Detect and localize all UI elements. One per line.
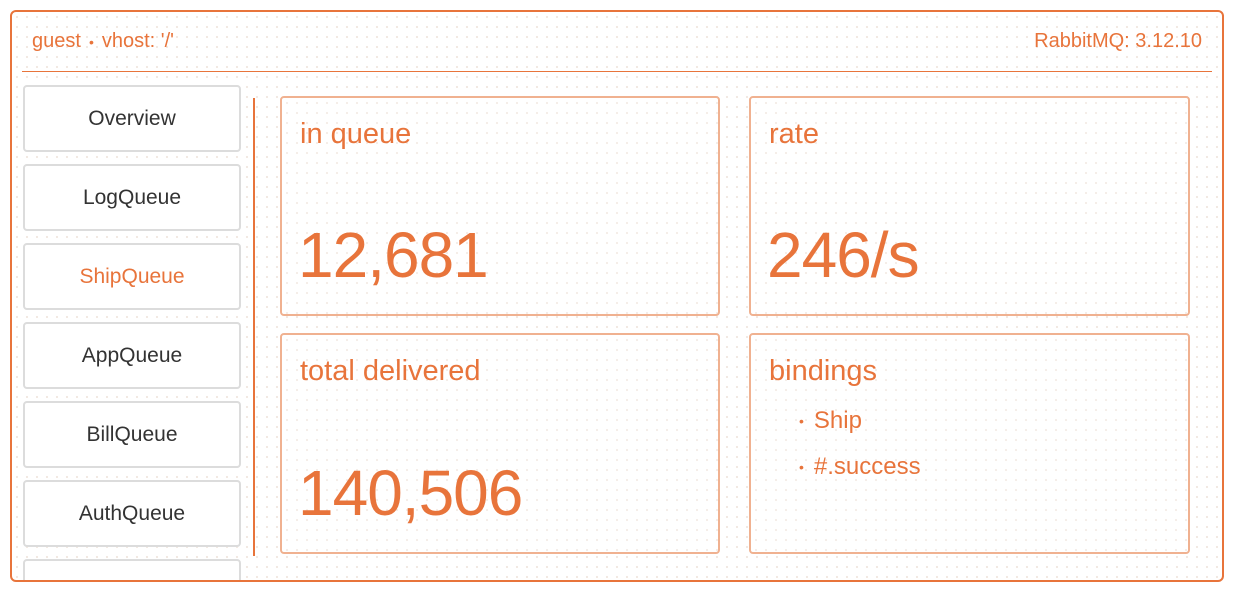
card-title: rate xyxy=(769,118,819,150)
sidebar-item-label: Overview xyxy=(88,106,176,130)
sidebar-item-label: BillQueue xyxy=(86,422,178,446)
sidebar-item-shipqueue[interactable]: ShipQueue xyxy=(23,243,241,310)
top-bar: guest • vhost: '/' RabbitMQ: 3.12.10 xyxy=(22,12,1212,72)
in-queue-value: 12,681 xyxy=(298,219,489,291)
separator-dot: • xyxy=(88,33,94,50)
sidebar-item-label: MailQueue xyxy=(81,581,183,583)
version-label: RabbitMQ: 3.12.10 xyxy=(1034,30,1202,52)
sidebar-item-label: AppQueue xyxy=(81,343,183,367)
card-bindings: bindings • Ship • #.success xyxy=(749,333,1190,554)
binding-key: Ship xyxy=(813,407,862,434)
vhost-label: vhost: '/' xyxy=(101,30,174,52)
sidebar-divider xyxy=(253,98,255,556)
sidebar-item-authqueue[interactable]: AuthQueue xyxy=(23,480,241,547)
sidebar-item-label: LogQueue xyxy=(82,185,182,209)
sidebar-item-appqueue[interactable]: AppQueue xyxy=(23,322,241,389)
app-frame: guest • vhost: '/' RabbitMQ: 3.12.10 Ove… xyxy=(10,10,1224,582)
rate-value: 246/s xyxy=(767,219,920,291)
sidebar-item-overview[interactable]: Overview xyxy=(23,85,241,152)
card-in-queue: in queue 12,681 xyxy=(280,96,720,316)
card-title: total delivered xyxy=(300,355,481,387)
list-item: • #.success xyxy=(799,453,921,481)
sidebar-item-billqueue[interactable]: BillQueue xyxy=(23,401,241,468)
total-delivered-value: 140,506 xyxy=(298,457,523,529)
user-name: guest xyxy=(32,30,81,52)
card-rate: rate 246/s xyxy=(749,96,1190,316)
list-item: • Ship xyxy=(799,407,921,435)
binding-key: #.success xyxy=(813,453,921,480)
queue-sidebar[interactable]: Overview LogQueue ShipQueue AppQueue Bil… xyxy=(23,85,241,583)
card-title: bindings xyxy=(769,355,878,387)
sidebar-item-label: AuthQueue xyxy=(78,501,186,525)
card-total-delivered: total delivered 140,506 xyxy=(280,333,720,554)
sidebar-item-logqueue[interactable]: LogQueue xyxy=(23,164,241,231)
bindings-list: • Ship • #.success xyxy=(799,407,921,499)
bullet-icon: • xyxy=(799,413,804,429)
sidebar-item-label: ShipQueue xyxy=(79,264,185,288)
user-info: guest • vhost: '/' xyxy=(32,30,174,53)
card-title: in queue xyxy=(300,118,412,150)
sidebar-item-mailqueue[interactable]: MailQueue xyxy=(23,559,241,583)
bullet-icon: • xyxy=(799,459,804,475)
